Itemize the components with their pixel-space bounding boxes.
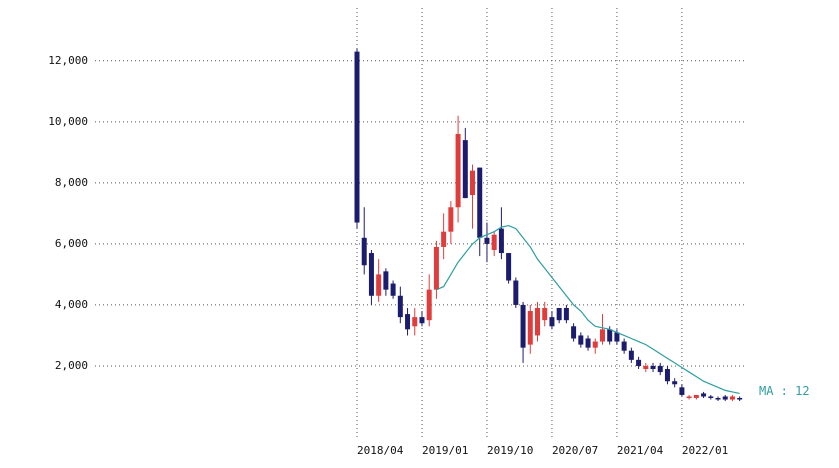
x-tick-label: 2022/01: [682, 444, 728, 457]
candle-body: [628, 350, 634, 360]
candle-body: [578, 335, 584, 345]
candle-body: [715, 398, 721, 400]
y-tick-label: 12,000: [48, 54, 88, 67]
candle-body: [491, 234, 497, 250]
candle-body: [599, 329, 605, 342]
candle-body: [513, 280, 519, 305]
candle-body: [405, 314, 411, 330]
candle-body: [412, 317, 418, 327]
candle-body: [708, 396, 714, 399]
y-tick-label: 10,000: [48, 115, 88, 128]
candle-body: [455, 134, 461, 208]
candle-body: [383, 271, 389, 290]
x-tick-label: 2019/10: [487, 444, 533, 457]
candle-body: [679, 387, 685, 395]
candle-body: [664, 369, 670, 382]
x-tick-label: 2021/04: [617, 444, 664, 457]
candle-body: [592, 341, 598, 348]
candle-body: [636, 359, 642, 366]
candle-body: [585, 338, 591, 348]
candle-body: [607, 329, 613, 342]
candle-body: [433, 246, 439, 290]
candle-body: [614, 332, 620, 342]
candle-body: [672, 381, 678, 385]
candle-body: [376, 274, 382, 296]
y-tick-label: 8,000: [55, 176, 88, 189]
candle-body: [448, 207, 454, 232]
legend-label: MA : 12: [759, 384, 810, 398]
y-tick-label: 4,000: [55, 298, 88, 311]
candle-body: [419, 317, 425, 324]
candle-body: [535, 307, 540, 336]
candle-body: [520, 304, 526, 348]
candle-body: [426, 289, 432, 321]
candle-body: [368, 253, 374, 296]
candle-body: [470, 170, 476, 196]
candle-body: [542, 307, 548, 321]
candle-body: [650, 365, 656, 370]
candle-body: [462, 140, 468, 199]
y-tick-label: 2,000: [55, 359, 88, 372]
x-tick-label: 2018/04: [357, 444, 404, 457]
candle-body: [477, 167, 483, 238]
candle-body: [563, 307, 569, 321]
candle-body: [354, 51, 360, 223]
candle-body: [498, 228, 504, 254]
candle-body: [722, 396, 728, 400]
candle-body: [397, 295, 403, 318]
x-tick-label: 2020/07: [552, 444, 598, 457]
candle-body: [701, 393, 707, 397]
candle-body: [621, 341, 627, 351]
y-tick-label: 6,000: [55, 237, 88, 250]
candle-body: [686, 396, 692, 399]
candle-body: [571, 326, 577, 339]
candle-body: [549, 317, 555, 327]
candle-body: [527, 311, 533, 345]
candle-body: [737, 398, 743, 400]
candle-body: [361, 237, 367, 266]
ma-line: [436, 224, 740, 395]
candle-body: [643, 365, 649, 370]
candle-body: [729, 396, 735, 400]
x-tick-label: 2019/01: [422, 444, 468, 457]
candle-body: [390, 283, 396, 296]
candle-body: [657, 365, 663, 373]
candle-body: [693, 394, 699, 399]
candle-body: [441, 231, 447, 247]
candle-body: [556, 307, 562, 321]
candle-body: [506, 253, 512, 281]
candle-body: [484, 237, 490, 244]
